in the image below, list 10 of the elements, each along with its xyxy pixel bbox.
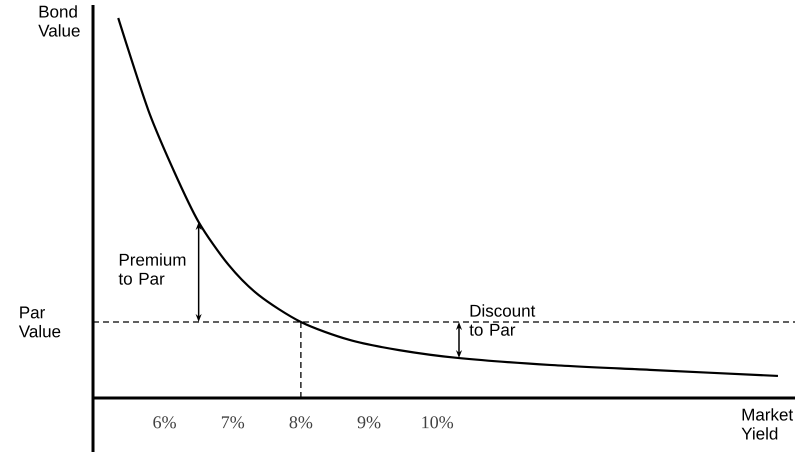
y-axis-title: Bond Value — [38, 5, 80, 37]
x-axis-title: Market Yield — [742, 408, 794, 440]
x-tick-label: 9% — [358, 416, 380, 428]
x-tick-label: 10% — [422, 416, 454, 428]
x-tick-label: 8% — [290, 416, 312, 428]
annotation: Discount to Par — [469, 304, 536, 336]
ref-line-label: Par Value — [18, 306, 60, 338]
annotation: Premium to Par — [118, 253, 186, 285]
x-tick-label: 6% — [153, 416, 176, 428]
x-tick-label: 7% — [222, 416, 244, 428]
